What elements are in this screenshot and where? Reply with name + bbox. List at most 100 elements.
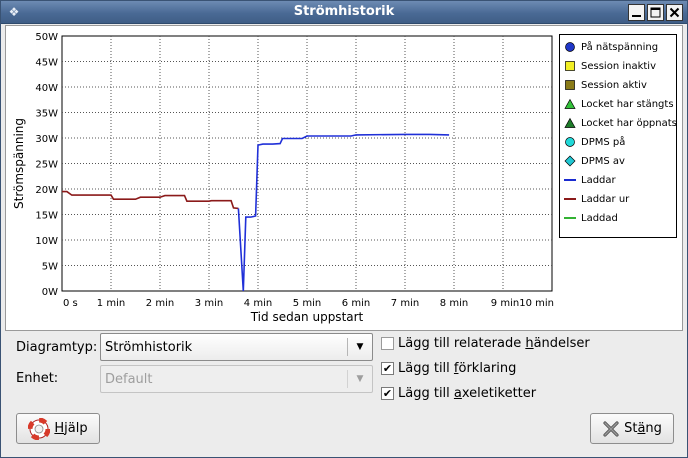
legend-swatch-line [564,198,576,200]
mnemonic: h [525,336,534,351]
legend-label: Laddar ur [581,193,630,205]
checkbox-box[interactable] [381,337,394,350]
legend-item: Laddad [564,211,618,225]
x-tick-label: 7 min [391,298,419,309]
legend-swatch-line [564,179,576,181]
graph-type-label: Diagramtyp: [16,340,98,355]
power-history-chart: 0W 5W 10W 15W 20W 25W 30W 35W 40W 45W 50W 0 s 1 min 2… [12,32,554,324]
label-text: Lägg till [398,361,454,376]
legend-swatch-diamond [564,155,576,167]
x-tick-label: 5 min [293,298,321,309]
window-title: Strömhistorik [293,4,395,19]
legend-swatch-square [565,80,575,90]
close-icon[interactable] [666,4,683,21]
graph-type-combo[interactable]: Strömhistorik ▼ [100,333,373,361]
mnemonic: ä [637,421,646,436]
add-related-events-checkbox[interactable]: Lägg till relaterade händelser [381,336,590,351]
y-tick-label: 30W [35,134,58,145]
title-bar[interactable]: ❖ Strömhistorik [1,1,687,24]
checkbox-box[interactable]: ✔ [381,387,394,400]
label-text: ng [645,421,662,436]
series-line-laddar [237,133,450,292]
help-button-label: Hjälp [54,421,87,436]
y-axis-label: Strömspänning [12,118,26,209]
y-tick-label: 10W [35,236,58,247]
legend-item: Locket har öppnats [564,116,677,130]
x-tick-label: 2 min [146,298,174,309]
label-text: jälp [64,421,88,436]
x-axis-label: Tid sedan uppstart [250,310,364,324]
y-tick-label: 20W [35,185,58,196]
close-button[interactable]: Stäng [590,413,674,444]
add-axis-labels-checkbox[interactable]: ✔ Lägg till axeletiketter [381,386,536,401]
label-text: Lägg till relaterade [398,336,526,351]
add-legend-checkbox[interactable]: ✔ Lägg till förklaring [381,361,516,376]
checkbox-label: Lägg till relaterade händelser [398,336,590,351]
label-text: ändelser [533,336,590,351]
legend-label: DPMS av [581,155,625,167]
legend-item: Locket har stängts [564,97,674,111]
graph-type-value: Strömhistorik [105,339,193,355]
mnemonic: a [453,386,462,401]
legend-swatch-line [564,217,576,219]
legend-label: Session inaktiv [581,60,656,72]
unit-combo: Default ▼ [100,365,373,393]
legend-swatch-triangle [564,117,576,128]
y-tick-label: 40W [35,83,58,94]
help-button[interactable]: Hjälp [16,413,100,444]
unit-label: Enhet: [16,371,59,386]
y-tick-label: 50W [35,32,58,43]
mnemonic: H [54,421,65,436]
y-tick-label: 0W [42,287,58,298]
legend-swatch-square [565,61,575,71]
x-tick-label: 1 min [97,298,125,309]
legend-swatch-triangle [564,98,576,109]
maximize-icon[interactable] [647,4,664,21]
y-tick-label: 45W [35,58,58,69]
legend-label: DPMS på [581,136,626,148]
label-text: örklaring [458,361,517,376]
unit-value: Default [105,371,153,387]
x-tick-label: 4 min [244,298,272,309]
x-tick-label: 8 min [440,298,468,309]
legend-swatch-circle [565,42,575,52]
mnemonic: f [453,361,459,376]
x-tick-label: 10 min [519,298,554,309]
series-line-laddar-ur [62,190,239,210]
y-tick-label: 15W [35,211,58,222]
close-button-label: Stäng [624,421,662,436]
legend-label: Locket har stängts [581,98,674,110]
label-text: Lägg till [398,386,454,401]
lifebuoy-icon [28,417,51,440]
chart-area: 0W 5W 10W 15W 20W 25W 30W 35W 40W 45W 50W 0 s 1 min 2… [5,25,683,331]
x-tick-label: 6 min [342,298,370,309]
checkbox-box[interactable]: ✔ [381,362,394,375]
legend-label: Laddar [581,174,616,186]
app-icon[interactable]: ❖ [8,5,20,19]
x-tick-label: 3 min [195,298,223,309]
legend-item: På nätspänning [564,40,658,54]
legend-swatch-circle [565,137,575,147]
legend-item: Laddar ur [564,192,629,206]
legend-item: Session aktiv [564,78,647,92]
x-tick-label: 9 min [491,298,519,309]
close-x-icon [602,420,620,438]
checkbox-label: Lägg till axeletiketter [398,386,536,401]
combo-separator [347,338,348,356]
label-text: xeletiketter [461,386,537,401]
legend-item: DPMS av [564,154,625,168]
legend-item: Laddar [564,173,616,187]
minimize-icon[interactable] [628,4,645,21]
x-tick-label: 0 s [63,298,78,309]
combo-separator [347,370,348,388]
y-tick-label: 25W [35,160,58,171]
label-text: St [624,421,638,436]
chart-legend: På nätspänning Session inaktiv Session akt… [559,34,677,238]
y-tick-label: 35W [35,109,58,120]
legend-item: DPMS på [564,135,625,149]
legend-item: Session inaktiv [564,59,656,73]
legend-label: Session aktiv [581,79,647,91]
chevron-down-icon: ▼ [356,342,364,352]
legend-label: Locket har öppnats [581,117,677,129]
legend-label: Laddad [581,212,618,224]
